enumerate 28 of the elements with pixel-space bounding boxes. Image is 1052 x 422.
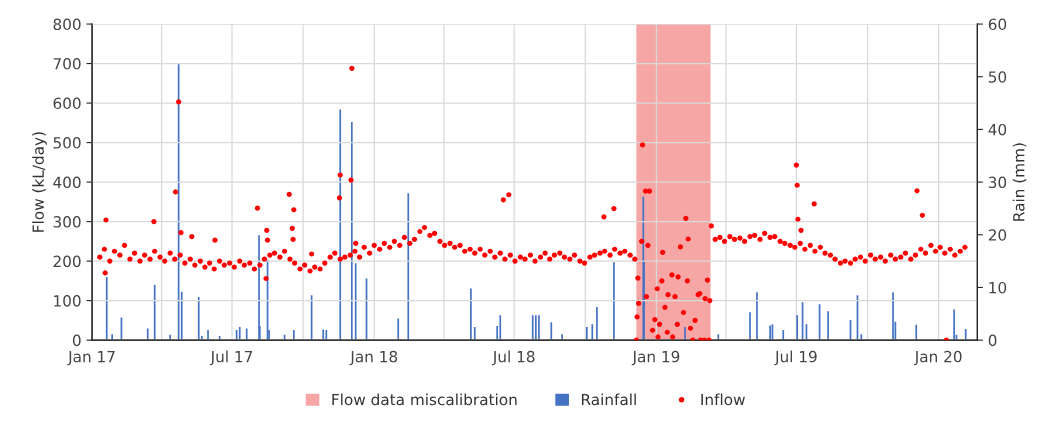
x-tick-label: Jul 19 xyxy=(774,350,817,366)
y-tick-label: 500 xyxy=(53,137,81,149)
y2-tick-label: 10 xyxy=(989,281,1007,294)
y-tick-label: 200 xyxy=(53,255,81,268)
x-tick-label: Jul 18 xyxy=(492,350,535,366)
y-tick-label: 600 xyxy=(53,97,81,110)
y-tick-label: 800 xyxy=(53,18,81,31)
legend-label: Inflow xyxy=(701,393,745,406)
y-tick-label: 0 xyxy=(72,334,81,347)
y-axis-title: Flow (kL/day) xyxy=(32,132,47,232)
legend-label: Rainfall xyxy=(581,393,636,406)
x-tick-label: Jan 19 xyxy=(631,350,680,366)
y2-tick-label: 30 xyxy=(988,176,1007,189)
y-tick-label: 400 xyxy=(53,176,81,189)
y2-tick-label: 50 xyxy=(988,71,1007,83)
x-tick-label: Jan 18 xyxy=(349,350,398,366)
y2-tick-label: 40 xyxy=(988,123,1007,136)
x-tick-label: Jan 20 xyxy=(913,350,962,366)
y-tick-label: 300 xyxy=(53,216,81,228)
x-tick-label: Jul 17 xyxy=(209,350,253,366)
y-tick-label: 100 xyxy=(54,295,81,307)
y2-tick-label: 60 xyxy=(988,18,1007,31)
y2-tick-label: 0 xyxy=(988,334,997,347)
legend-label: Flow data miscalibration xyxy=(332,393,517,406)
y-tick-label: 700 xyxy=(53,58,81,70)
y2-tick-label: 20 xyxy=(988,229,1007,241)
y2-axis-title: Rain (mm) xyxy=(1012,143,1027,221)
x-tick-label: Jan 17 xyxy=(67,351,115,366)
